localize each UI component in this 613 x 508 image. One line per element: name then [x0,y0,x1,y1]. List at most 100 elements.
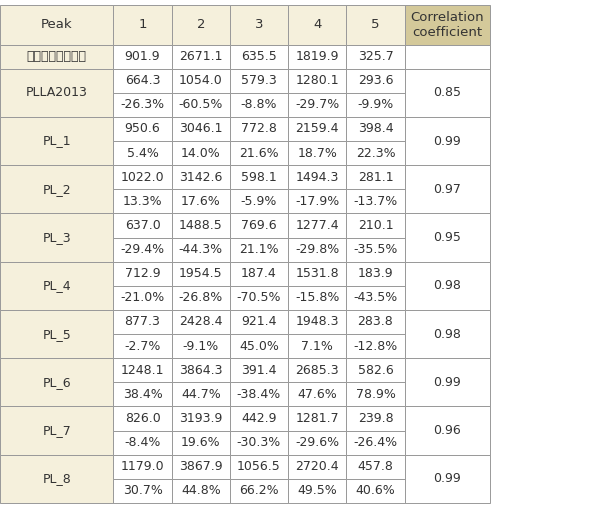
Bar [172,406,230,431]
Bar [113,310,172,334]
Bar [405,358,490,406]
Text: 44.8%: 44.8% [181,484,221,497]
Text: -60.5%: -60.5% [178,99,223,111]
Text: -26.8%: -26.8% [178,292,223,304]
Text: 3864.3: 3864.3 [179,364,223,377]
Bar [288,406,346,431]
Bar [405,117,490,165]
Bar [288,45,346,69]
Bar [346,479,405,503]
Text: 44.7%: 44.7% [181,388,221,401]
Text: 1948.3: 1948.3 [295,315,339,329]
Bar [113,69,172,93]
Bar [113,406,172,431]
Text: 239.8: 239.8 [357,412,394,425]
Text: PL_2: PL_2 [42,183,71,196]
Text: 1022.0: 1022.0 [121,171,164,184]
Text: 0.98: 0.98 [433,328,462,340]
Text: 40.6%: 40.6% [356,484,395,497]
Bar [172,45,230,69]
Bar [288,310,346,334]
Bar [405,455,490,503]
Bar [230,141,288,165]
Text: 19.6%: 19.6% [181,436,221,449]
Text: 49.5%: 49.5% [297,484,337,497]
Bar [346,93,405,117]
Text: -12.8%: -12.8% [353,340,398,353]
Bar [113,479,172,503]
Bar [230,479,288,503]
Text: 21.1%: 21.1% [239,243,279,256]
Text: PL_5: PL_5 [42,328,71,340]
Text: 45.0%: 45.0% [239,340,279,353]
Text: 38.4%: 38.4% [123,388,162,401]
Text: 281.1: 281.1 [357,171,394,184]
Text: 826.0: 826.0 [124,412,161,425]
Text: -29.7%: -29.7% [295,99,340,111]
Bar [172,383,230,406]
Bar [405,262,490,310]
Text: 1277.4: 1277.4 [295,219,339,232]
Text: 0.95: 0.95 [433,231,462,244]
Bar [113,93,172,117]
Text: 391.4: 391.4 [242,364,276,377]
Bar [113,334,172,358]
Text: 3867.9: 3867.9 [179,460,223,473]
Bar [346,358,405,383]
Text: 17.6%: 17.6% [181,195,221,208]
Text: 1819.9: 1819.9 [295,50,339,63]
Text: 0.99: 0.99 [433,135,462,147]
Text: 2720.4: 2720.4 [295,460,339,473]
Bar [230,165,288,189]
Bar [230,69,288,93]
Text: -9.9%: -9.9% [357,99,394,111]
Bar [405,165,490,213]
Text: 210.1: 210.1 [357,219,394,232]
Text: 901.9: 901.9 [124,50,161,63]
Bar [113,213,172,238]
Bar [0,117,113,165]
Text: -30.3%: -30.3% [237,436,281,449]
Bar [0,165,113,213]
Text: 0.85: 0.85 [433,86,462,99]
Text: 950.6: 950.6 [124,122,161,136]
Bar [346,431,405,455]
Bar [288,117,346,141]
Bar [230,117,288,141]
Bar [0,5,113,45]
Text: PL_8: PL_8 [42,472,71,485]
Text: -29.8%: -29.8% [295,243,340,256]
Bar [230,383,288,406]
Bar [288,5,346,45]
Bar [405,406,490,455]
Bar [230,310,288,334]
Bar [172,238,230,262]
Text: 1281.7: 1281.7 [295,412,339,425]
Bar [346,406,405,431]
Bar [172,286,230,310]
Bar [172,5,230,45]
Text: -5.9%: -5.9% [241,195,277,208]
Text: 187.4: 187.4 [241,267,277,280]
Text: 457.8: 457.8 [357,460,394,473]
Text: -29.6%: -29.6% [295,436,339,449]
Text: PL_7: PL_7 [42,424,71,437]
Text: 1494.3: 1494.3 [295,171,339,184]
Text: 0.97: 0.97 [433,183,462,196]
Bar [288,69,346,93]
Text: -13.7%: -13.7% [353,195,398,208]
Text: PL_4: PL_4 [42,279,71,292]
Text: 877.3: 877.3 [124,315,161,329]
Text: 1488.5: 1488.5 [179,219,223,232]
Bar [346,117,405,141]
Bar [288,334,346,358]
Bar [346,69,405,93]
Bar [172,431,230,455]
Bar [288,141,346,165]
Bar [346,334,405,358]
Text: 13.3%: 13.3% [123,195,162,208]
Bar [288,455,346,479]
Bar [113,286,172,310]
Text: Peak: Peak [41,18,72,31]
Bar [346,141,405,165]
